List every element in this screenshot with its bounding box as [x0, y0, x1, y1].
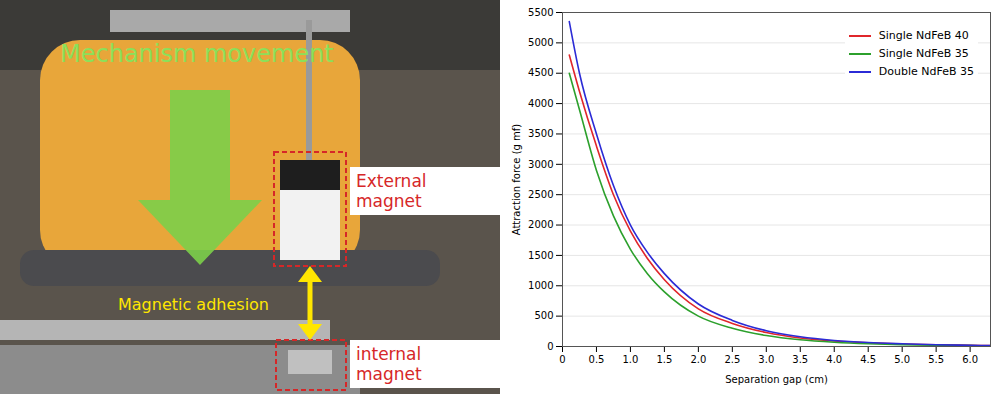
svg-text:1500: 1500 — [528, 250, 553, 261]
svg-text:Magnetic adhesion: Magnetic adhesion — [118, 295, 269, 314]
svg-text:External: External — [356, 171, 427, 191]
svg-text:4.0: 4.0 — [826, 354, 842, 365]
svg-text:2000: 2000 — [528, 219, 553, 230]
svg-text:0: 0 — [559, 354, 565, 365]
svg-text:Mechanism movement: Mechanism movement — [60, 40, 334, 68]
html-text:Single NdFeB 35: Single NdFeB 35 — [878, 47, 969, 60]
html-text:Single NdFeB 40: Single NdFeB 40 — [878, 29, 969, 42]
svg-text:5000: 5000 — [528, 37, 553, 48]
svg-text:5.0: 5.0 — [894, 354, 910, 365]
svg-text:5500: 5500 — [528, 7, 553, 18]
svg-text:4.5: 4.5 — [860, 354, 876, 365]
svg-text:500: 500 — [534, 310, 553, 321]
svg-text:3500: 3500 — [528, 128, 553, 139]
svg-text:0: 0 — [547, 341, 553, 352]
html-text:Double NdFeB 35: Double NdFeB 35 — [878, 65, 974, 78]
svg-text:3000: 3000 — [528, 159, 553, 170]
svg-text:1.0: 1.0 — [622, 354, 638, 365]
svg-text:internal: internal — [356, 344, 421, 364]
svg-text:1000: 1000 — [528, 280, 553, 291]
svg-text:4000: 4000 — [528, 98, 553, 109]
svg-text:1.5: 1.5 — [656, 354, 672, 365]
svg-text:3.5: 3.5 — [792, 354, 808, 365]
svg-text:5.5: 5.5 — [928, 354, 944, 365]
svg-text:2.0: 2.0 — [690, 354, 706, 365]
svg-text:3.0: 3.0 — [758, 354, 774, 365]
svg-text:4500: 4500 — [528, 67, 553, 78]
svg-text:magnet: magnet — [356, 191, 422, 211]
svg-text:6.0: 6.0 — [962, 354, 978, 365]
svg-text:0.5: 0.5 — [589, 354, 605, 365]
svg-text:magnet: magnet — [356, 364, 422, 384]
svg-text:2500: 2500 — [528, 189, 553, 200]
svg-text:Attraction force (g mf): Attraction force (g mf) — [511, 124, 522, 236]
svg-text:2.5: 2.5 — [724, 354, 740, 365]
svg-text:Separation gap (cm): Separation gap (cm) — [725, 374, 828, 385]
